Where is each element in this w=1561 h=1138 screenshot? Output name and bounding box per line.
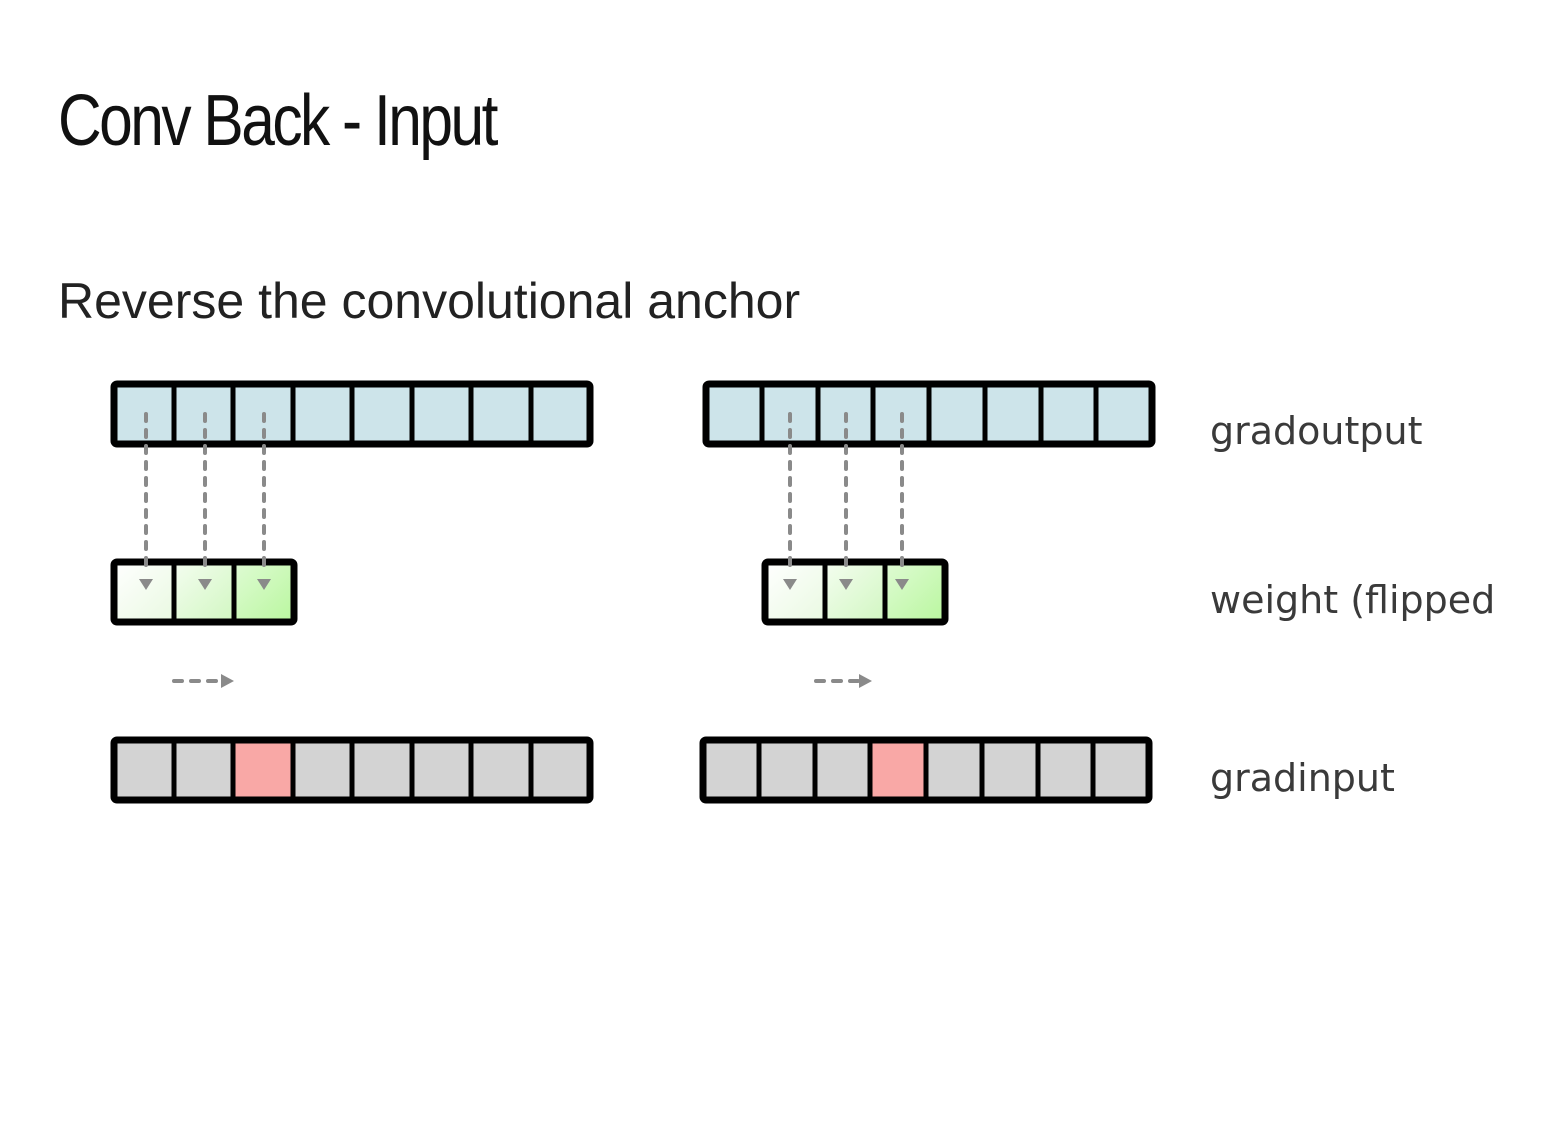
arrowheads-left [139, 579, 271, 590]
panel-left [110, 380, 594, 804]
label-weight: weight (flipped [1210, 578, 1495, 622]
gradoutput-row-left [110, 380, 594, 448]
label-gradoutput: gradoutput [1210, 409, 1423, 453]
arrowhead [839, 579, 853, 590]
slide-title: Conv Back - Input [58, 81, 498, 161]
gradinput-highlight-cell [233, 740, 293, 800]
arrowheads-right [783, 579, 909, 590]
weight-row-right [761, 558, 949, 626]
gradinput-row-left [110, 736, 594, 804]
dotted-arrows-left [144, 412, 266, 576]
dotted-arrows-right [788, 412, 904, 576]
weight-cell [885, 562, 945, 622]
panel-right [699, 380, 1156, 804]
shift-arrow-left [172, 674, 234, 688]
arrowhead [895, 579, 909, 590]
shift-arrow-right [814, 674, 872, 688]
arrowhead [257, 579, 271, 590]
weight-border [761, 558, 949, 626]
arrowhead [198, 579, 212, 590]
arrowhead [783, 579, 797, 590]
gradinput-row-right [699, 736, 1153, 804]
weight-row-left [110, 558, 298, 626]
weight-cell [234, 562, 294, 622]
label-gradinput: gradinput [1210, 756, 1395, 800]
weight-cell [765, 562, 825, 622]
gradoutput-dividers [171, 384, 534, 444]
weight-cell [174, 562, 234, 622]
weight-cell [114, 562, 174, 622]
slide-subtitle: Reverse the convolutional anchor [58, 273, 801, 329]
gradoutput-row-right [702, 380, 1156, 448]
arrowhead [139, 579, 153, 590]
gradinput-highlight-cell [870, 740, 926, 800]
weight-cell [825, 562, 885, 622]
